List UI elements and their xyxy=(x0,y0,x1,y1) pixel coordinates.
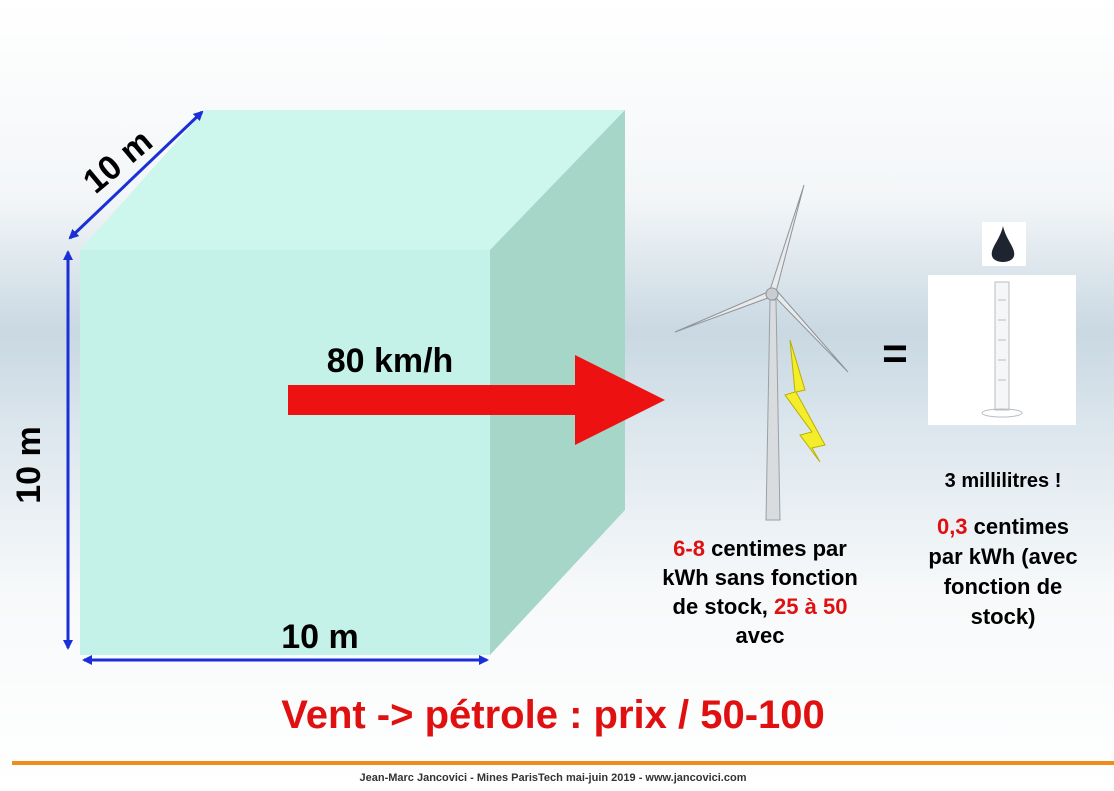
text-segment: 0,3 xyxy=(937,514,968,539)
text-line: de stock, 25 à 50 xyxy=(673,594,848,619)
text-segment: par kWh (avec xyxy=(928,544,1077,569)
text-line: 0,3 centimes xyxy=(937,514,1069,539)
graduated-cylinder xyxy=(981,281,1023,418)
cube-front xyxy=(80,250,490,655)
text-segment: fonction de xyxy=(944,574,1063,599)
text-line: kWh sans fonction xyxy=(662,565,858,590)
text-segment: 6-8 xyxy=(673,536,705,561)
text-segment: stock) xyxy=(971,604,1036,629)
cube-top xyxy=(80,110,625,250)
footer-rule xyxy=(12,761,1114,765)
equals-sign: = xyxy=(882,329,908,378)
text-line: fonction de xyxy=(944,574,1063,599)
text-segment: centimes xyxy=(968,514,1070,539)
lightning xyxy=(784,339,826,463)
text-line: avec xyxy=(736,623,785,648)
height-label: 10 m xyxy=(10,426,48,504)
cube-side xyxy=(490,110,625,655)
text-segment: 25 à 50 xyxy=(774,594,847,619)
wind-text: 6-8 centimes par kWh sans fonction de stoc… xyxy=(662,536,858,648)
wind-turbine xyxy=(674,184,849,521)
width-label: 10 m xyxy=(281,618,359,656)
depth-arrow xyxy=(68,110,204,240)
text-segment: de stock, xyxy=(673,594,774,619)
footer: Jean-Marc Jancovici - Mines ParisTech ma… xyxy=(360,772,747,784)
text-segment: centimes par xyxy=(705,536,847,561)
text-line: par kWh (avec xyxy=(928,544,1077,569)
oil-text: 0,3 centimes par kWh (avec fonction de stoc… xyxy=(928,514,1077,629)
text-segment: kWh sans fonction xyxy=(662,565,858,590)
headline: Vent -> pétrole : prix / 50-100 xyxy=(281,693,825,737)
oil-drop xyxy=(991,226,1015,262)
text-segment: avec xyxy=(736,623,785,648)
text-line: stock) xyxy=(971,604,1036,629)
speed-label: 80 km/h xyxy=(327,342,454,380)
text-line: 6-8 centimes par xyxy=(673,536,847,561)
wind-arrow xyxy=(288,355,665,445)
oil-volume: 3 millilitres ! xyxy=(945,470,1062,492)
